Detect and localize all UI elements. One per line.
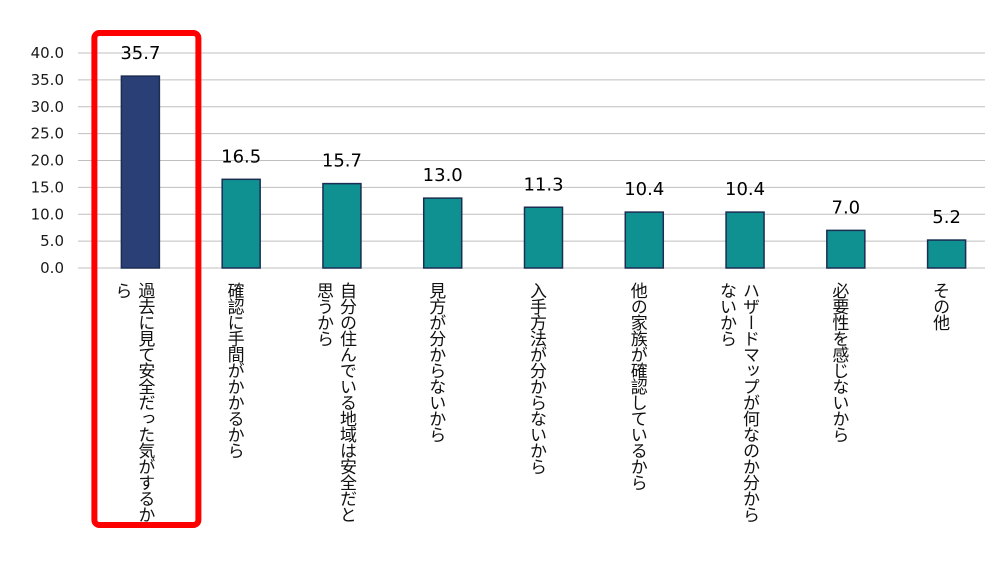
- bar: [624, 211, 665, 269]
- y-tick-label: 40.0: [31, 44, 64, 62]
- data-label: 11.3: [523, 174, 563, 195]
- data-label: 16.5: [221, 146, 261, 167]
- category-label: 見方が分からないから: [425, 282, 446, 442]
- y-tick-label: 25.0: [31, 125, 64, 143]
- data-label: 7.0: [832, 197, 861, 218]
- category-label: 入手方法が分からないから: [526, 282, 546, 474]
- y-tick-label: 15.0: [31, 178, 64, 196]
- highlight-box: [91, 30, 202, 528]
- bar: [523, 206, 564, 269]
- data-label: 15.7: [322, 151, 362, 172]
- bar: [926, 239, 967, 269]
- y-tick-label: 10.0: [31, 205, 64, 223]
- category-label: 他の家族が確認しているから: [626, 282, 647, 490]
- y-tick-label: 30.0: [31, 98, 64, 116]
- y-tick-label: 20.0: [31, 152, 64, 170]
- category-label: 確認に手間がかかるから: [223, 282, 244, 458]
- category-label: その他: [929, 282, 950, 330]
- bar: [725, 211, 765, 269]
- data-label: 10.4: [624, 179, 664, 200]
- y-tick-label: 5.0: [40, 232, 64, 250]
- bar: [120, 75, 161, 269]
- bar: [221, 178, 261, 269]
- category-label: 自分の住んでいる地域は安全だと思うから: [312, 282, 356, 522]
- category-label: 必要性を感じないから: [828, 282, 849, 442]
- bar: [826, 229, 866, 269]
- data-label: 13.0: [423, 165, 463, 186]
- data-label: 10.4: [725, 179, 765, 200]
- bar: [422, 197, 463, 269]
- y-tick-label: 35.0: [31, 71, 64, 89]
- data-label: 35.7: [120, 43, 160, 64]
- category-label: 過去に見て安全だった気がするから: [111, 282, 155, 522]
- category-label: ハザードマップが何なのか分からないから: [716, 282, 760, 522]
- bar: [322, 182, 362, 269]
- data-label: 5.2: [932, 207, 961, 228]
- y-tick-label: 0.0: [40, 259, 64, 277]
